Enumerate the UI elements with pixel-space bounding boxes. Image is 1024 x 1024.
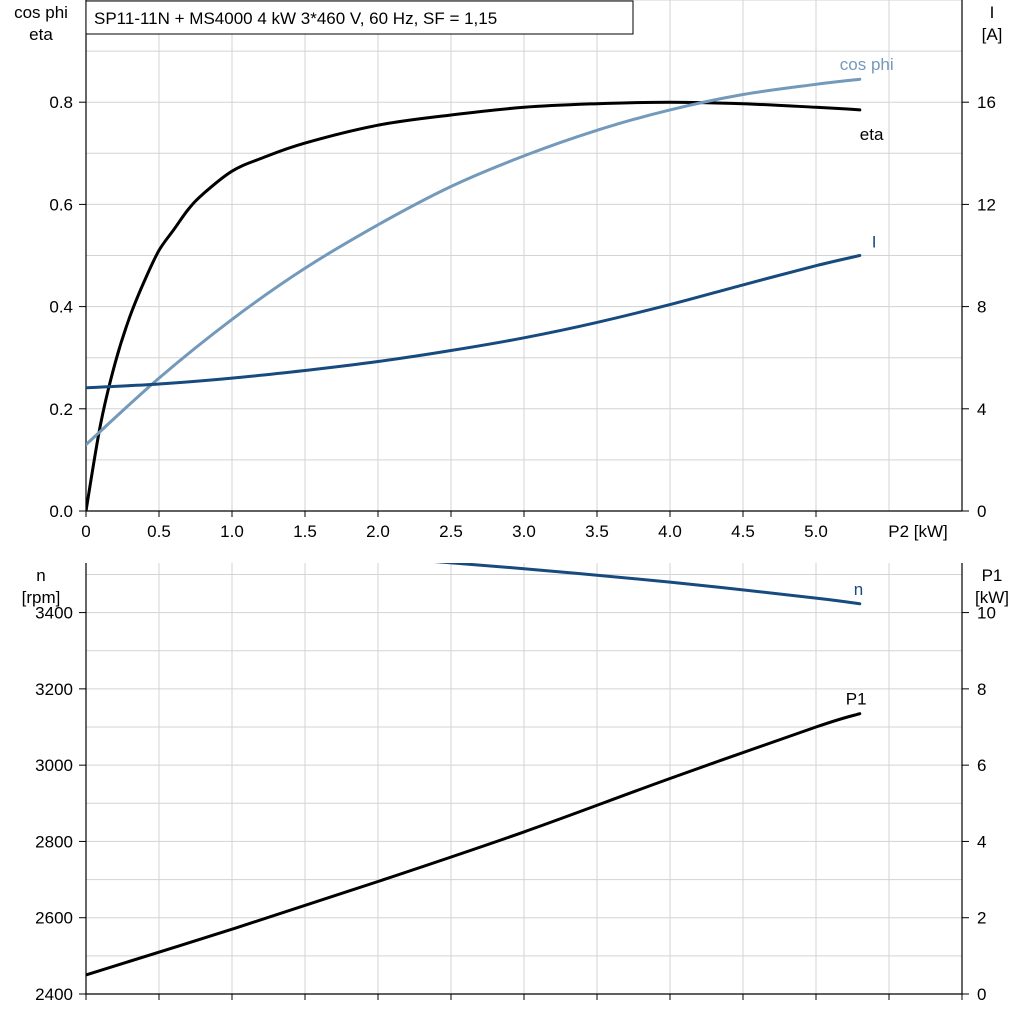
series-line-n <box>434 563 862 606</box>
x-tick-label: 3.5 <box>585 522 609 541</box>
right-axis-title: [kW] <box>975 588 1009 607</box>
right-tick-label: 12 <box>977 195 996 214</box>
left-axis-title: n <box>36 566 45 585</box>
top-panel: 0.0 0.2 0.4 0.6 0.8 0 4 8 12 16 0 0.5 1.0 1.5 2.0 2.5 3.… <box>14 0 1002 541</box>
x-tick-label: 1.0 <box>220 522 244 541</box>
series-line-i <box>86 254 862 390</box>
right-tick-label: 0 <box>977 985 986 1004</box>
x-axis-title: P2 [kW] <box>888 522 948 541</box>
right-axis-title: P1 <box>982 566 1003 585</box>
right-tick-label: 6 <box>977 756 986 775</box>
left-tick-label: 0.8 <box>49 93 73 112</box>
series-line-p1 <box>86 712 862 977</box>
right-tick-label: 8 <box>977 298 986 317</box>
left-tick-label: 2600 <box>35 909 73 928</box>
left-axis-title: eta <box>29 25 53 44</box>
right-axis-title: I <box>990 3 995 22</box>
x-tick-label: 3.0 <box>512 522 536 541</box>
series-label-n: n <box>854 580 863 599</box>
left-tick-label: 0.2 <box>49 400 73 419</box>
right-tick-label: 10 <box>977 604 996 623</box>
x-tick-label: 2.0 <box>366 522 390 541</box>
series-label-cos-phi: cos phi <box>840 55 894 74</box>
left-tick-label: 3000 <box>35 756 73 775</box>
series-line-eta <box>86 100 862 511</box>
right-tick-label: 4 <box>977 832 986 851</box>
chart-title: SP11-11N + MS4000 4 kW 3*460 V, 60 Hz, S… <box>94 9 497 28</box>
series-label-i: I <box>872 233 877 252</box>
series-label-eta: eta <box>860 125 884 144</box>
left-tick-label: 3400 <box>35 604 73 623</box>
left-axis-title: cos phi <box>14 3 68 22</box>
x-tick-label: 4.5 <box>731 522 755 541</box>
left-axis-title: [rpm] <box>22 588 61 607</box>
x-tick-label: 0 <box>81 522 90 541</box>
right-tick-label: 4 <box>977 400 986 419</box>
x-tick-label: 0.5 <box>147 522 171 541</box>
left-tick-label: 2400 <box>35 985 73 1004</box>
left-tick-label: 0.4 <box>49 298 73 317</box>
series-line-cos-phi <box>86 77 862 447</box>
bottom-panel: 2400 2600 2800 3000 3200 3400 0 2 4 6 8 10 n [rpm] P1 [… <box>22 563 1009 1004</box>
right-axis-title: [A] <box>982 25 1003 44</box>
x-tick-label: 4.0 <box>658 522 682 541</box>
left-tick-label: 0.6 <box>49 195 73 214</box>
left-tick-label: 0.0 <box>49 502 73 521</box>
x-tick-label: 2.5 <box>439 522 463 541</box>
x-tick-label: 1.5 <box>293 522 317 541</box>
right-tick-label: 8 <box>977 680 986 699</box>
left-tick-label: 3200 <box>35 680 73 699</box>
title-box <box>85 0 634 35</box>
left-tick-label: 2800 <box>35 832 73 851</box>
right-tick-label: 16 <box>977 93 996 112</box>
series-label-p1: P1 <box>846 690 867 709</box>
right-tick-label: 0 <box>977 502 986 521</box>
x-tick-label: 5.0 <box>804 522 828 541</box>
right-tick-label: 2 <box>977 909 986 928</box>
